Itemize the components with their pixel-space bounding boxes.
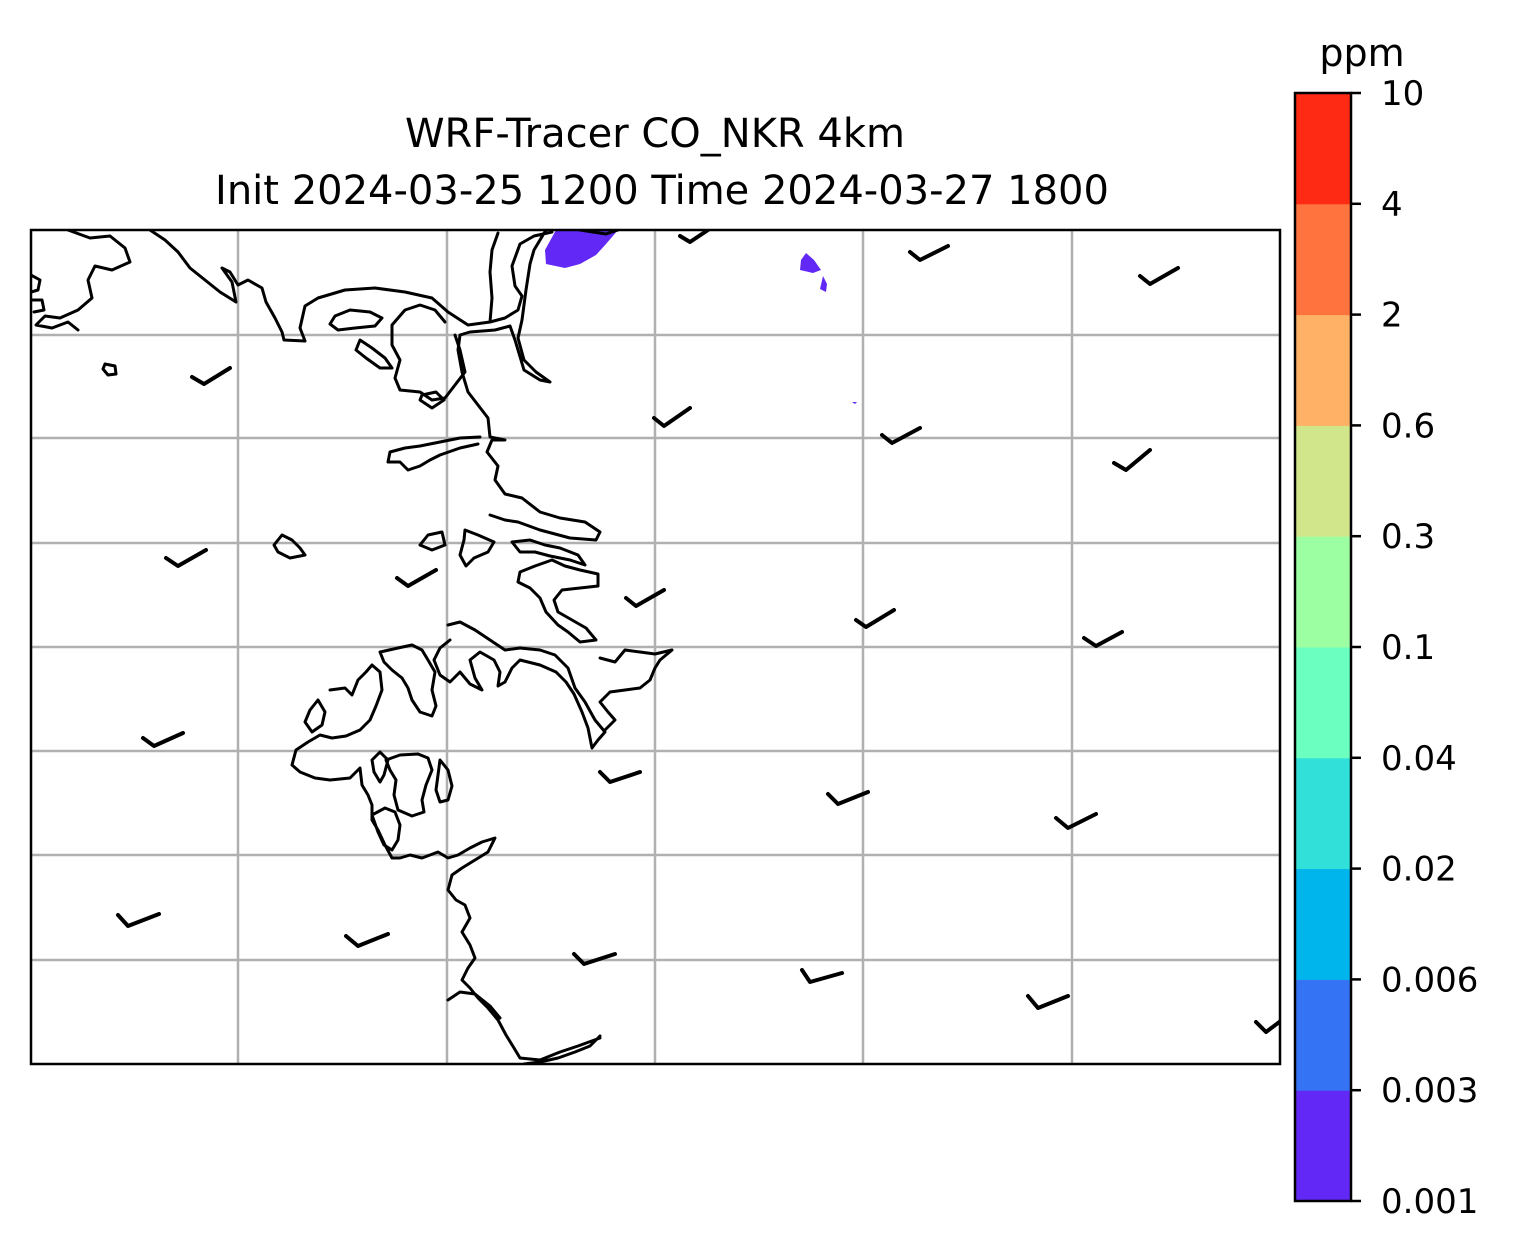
- map-frame: [29, 228, 1282, 1066]
- colorbar-segment: [1295, 757, 1351, 870]
- wind-barb: [800, 968, 844, 984]
- colorbar-segment: [1295, 93, 1351, 205]
- colorbar-segment: [1295, 425, 1351, 537]
- tracer-patch-north: [545, 230, 618, 268]
- colorbar-tick-label: 10: [1381, 74, 1424, 114]
- tracer-patch-small-1: [800, 253, 821, 273]
- wind-barb: [826, 790, 870, 806]
- coastline-main: [34, 230, 602, 542]
- coastline-island-4: [418, 390, 446, 410]
- title-line-1: WRF-Tracer CO_NKR 4km: [405, 111, 905, 157]
- wind-barb: [1054, 812, 1098, 830]
- tracer-field: [545, 230, 857, 404]
- colorbar-tick-label: 0.6: [1381, 406, 1435, 446]
- title-line-2: Init 2024-03-25 1200 Time 2024-03-27 180…: [215, 168, 1109, 214]
- map-panel: [29, 228, 1282, 1066]
- coastlines: [31, 230, 674, 1064]
- wind-barb: [141, 731, 185, 748]
- coastline-west-edge: [31, 273, 46, 314]
- wind-barb: [572, 952, 617, 966]
- gridlines: [31, 230, 1280, 1064]
- colorbar-segments: [1295, 93, 1351, 1202]
- colorbar-segment: [1295, 314, 1351, 426]
- tracer-patch-small-3: [852, 402, 857, 404]
- wind-barbs: [116, 230, 1280, 1034]
- colorbar: ppm 0.001 0.003 0.006 0.02 0.04 0.1 0.3 0.6 2 4 10: [1293, 31, 1478, 1222]
- colorbar-tick-label: 0.1: [1381, 628, 1435, 668]
- coastline-mid: [386, 435, 482, 472]
- wind-barb: [598, 770, 642, 784]
- wind-barb: [116, 912, 161, 928]
- coastline-south: [290, 620, 674, 1064]
- coastline-island-2: [354, 338, 394, 370]
- wind-barb: [395, 568, 438, 588]
- colorbar-tick-label: 4: [1381, 185, 1403, 225]
- colorbar-unit-label: ppm: [1319, 31, 1404, 75]
- coastline-archipelago-1: [272, 528, 600, 644]
- wind-barb: [908, 244, 950, 262]
- colorbar-tick-label: 0.001: [1381, 1182, 1478, 1222]
- wind-barb: [1026, 994, 1070, 1010]
- colorbar-ticks: 0.001 0.003 0.006 0.02 0.04 0.1 0.3 0.6 2 4 10: [1351, 74, 1478, 1222]
- wind-barb: [1082, 630, 1124, 648]
- colorbar-segment: [1295, 536, 1351, 648]
- colorbar-segment: [1295, 868, 1351, 980]
- colorbar-frame: [1293, 91, 1353, 1203]
- wind-barb: [190, 366, 232, 386]
- coastline-island-1: [328, 308, 384, 332]
- wind-barb: [880, 426, 922, 445]
- wind-barb: [652, 406, 692, 428]
- coastline-inlet: [390, 303, 467, 402]
- colorbar-tick-label: 0.04: [1381, 739, 1457, 779]
- colorbar-segment: [1295, 1090, 1351, 1202]
- wind-barb: [624, 588, 666, 608]
- coastline-island-3: [101, 362, 118, 377]
- wind-barb: [1254, 1019, 1280, 1034]
- colorbar-segment: [1295, 979, 1351, 1091]
- wind-barb: [1138, 266, 1180, 286]
- tracer-patch-small-2: [820, 276, 827, 292]
- colorbar-tick-label: 2: [1381, 296, 1403, 336]
- colorbar-tick-label: 0.02: [1381, 850, 1457, 890]
- wind-barb: [344, 932, 390, 948]
- wind-barb: [1112, 448, 1152, 472]
- wind-barb: [678, 230, 710, 244]
- colorbar-tick-label: 0.3: [1381, 517, 1435, 557]
- colorbar-segment: [1295, 203, 1351, 316]
- colorbar-segment: [1295, 647, 1351, 759]
- coastline-east-1: [578, 230, 620, 236]
- colorbar-tick-label: 0.003: [1381, 1071, 1478, 1111]
- wind-barb: [854, 608, 896, 629]
- colorbar-tick-label: 0.006: [1381, 960, 1478, 1000]
- wind-barb: [164, 548, 208, 568]
